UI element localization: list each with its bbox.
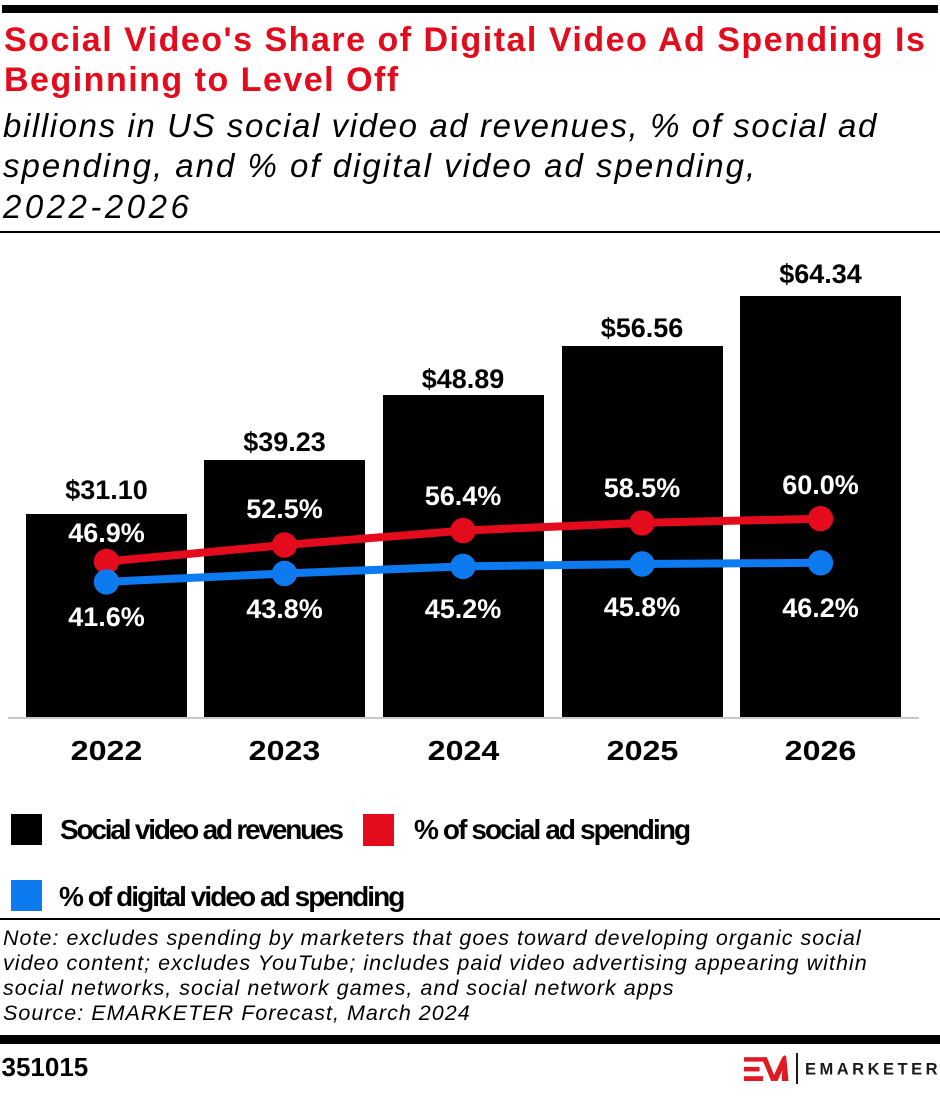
svg-text:EMARKETER: EMARKETER: [805, 1060, 940, 1078]
